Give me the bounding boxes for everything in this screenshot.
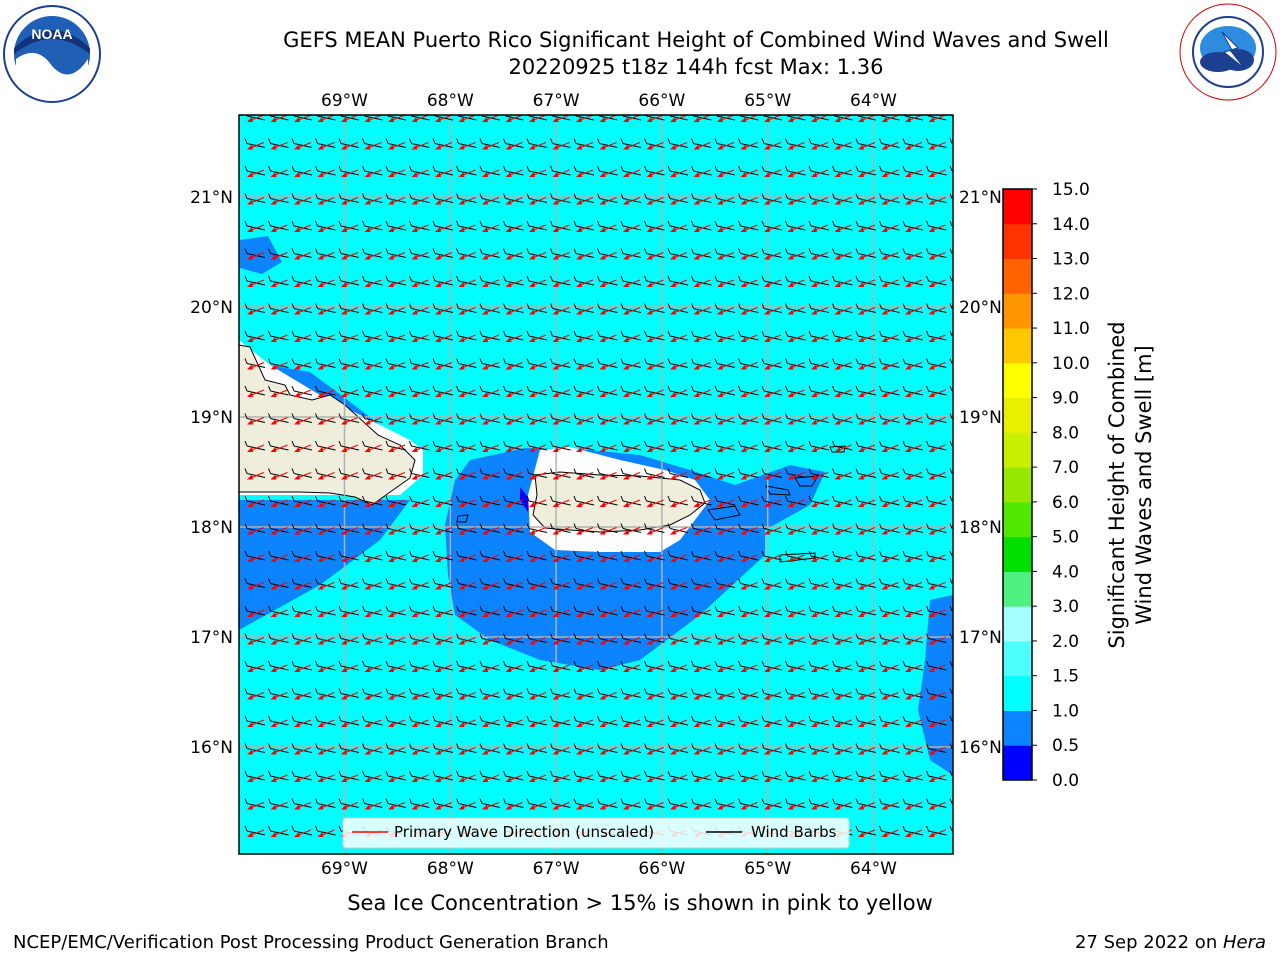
colorbar-segment (1003, 606, 1032, 642)
colorbar-segment (1003, 745, 1032, 781)
lat-label-right: 21°N (959, 188, 1002, 208)
colorbar-tick-label: 2.0 (1052, 632, 1079, 652)
colorbar-tick-label: 15.0 (1052, 180, 1090, 200)
colorbar-segment (1003, 710, 1032, 746)
noaa-logo-icon: NOAA (3, 5, 101, 103)
colorbar-tick-label: 0.5 (1052, 736, 1079, 756)
lat-label-left: 20°N (190, 298, 233, 318)
lon-label-top: 69°W (321, 91, 368, 111)
lat-label-left: 17°N (190, 628, 233, 648)
colorbar-tick-label: 7.0 (1052, 458, 1079, 478)
colorbar-segment (1003, 571, 1032, 607)
colorbar-tick-label: 6.0 (1052, 493, 1079, 513)
colorbar-segment (1003, 362, 1032, 399)
colorbar-tick-label: 12.0 (1052, 284, 1090, 304)
map-legend: Primary Wave Direction (unscaled) Wind B… (342, 817, 850, 849)
legend-primary-label: Primary Wave Direction (unscaled) (394, 823, 654, 841)
lat-label-right: 16°N (959, 738, 1002, 758)
map-frame (238, 114, 954, 855)
footer-credit: NCEP/EMC/Verification Post Processing Pr… (13, 932, 609, 953)
lat-label-right: 17°N (959, 628, 1002, 648)
colorbar-tick-label: 8.0 (1052, 423, 1079, 443)
wave-height-band-00-05 (520, 487, 530, 512)
colorbar-tick-label: 5.0 (1052, 528, 1079, 548)
chart-subtitle: 20220925 t18z 144h fcst Max: 1.36 (508, 55, 884, 79)
colorbar-tick-label: 9.0 (1052, 389, 1079, 409)
lat-label-left: 16°N (190, 738, 233, 758)
colorbar-tick-label: 11.0 (1052, 319, 1090, 339)
colorbar-segment (1003, 432, 1032, 468)
colorbar-segment (1003, 501, 1032, 538)
colorbar-tick-label: 13.0 (1052, 250, 1090, 270)
lon-label-top: 65°W (744, 91, 791, 111)
footer-date-text: 27 Sep 2022 on (1075, 932, 1223, 953)
lon-label-top: 67°W (533, 91, 580, 111)
lon-label-bottom: 65°W (744, 859, 791, 879)
lat-label-right: 19°N (959, 408, 1002, 428)
colorbar-tick-label: 0.0 (1052, 771, 1079, 791)
footer-date: 27 Sep 2022 on Hera (1075, 932, 1266, 953)
colorbar-segment (1003, 536, 1032, 572)
chart-title: GEFS MEAN Puerto Rico Significant Height… (283, 28, 1109, 52)
lon-label-top: 68°W (427, 91, 474, 111)
colorbar-segment (1003, 467, 1032, 503)
colorbar-segment (1003, 640, 1032, 677)
footer-host: Hera (1222, 932, 1266, 953)
colorbar-segment (1003, 189, 1032, 225)
colorbar-segment (1003, 223, 1032, 260)
lat-label-left: 19°N (190, 408, 233, 428)
lat-label-left: 18°N (190, 518, 233, 538)
colorbar-tick-label: 10.0 (1052, 354, 1090, 374)
lat-label-right: 20°N (959, 298, 1002, 318)
lat-label-right: 18°N (959, 518, 1002, 538)
lon-label-bottom: 69°W (321, 859, 368, 879)
colorbar-tick-label: 1.0 (1052, 701, 1079, 721)
noaa-logo-text: NOAA (31, 26, 72, 42)
lon-label-top: 64°W (850, 91, 897, 111)
colorbar-segment (1003, 675, 1032, 711)
sea-ice-note: Sea Ice Concentration > 15% is shown in … (347, 891, 933, 915)
lat-label-left: 21°N (190, 188, 233, 208)
wave-vectors (244, 115, 953, 837)
lon-label-bottom: 67°W (533, 859, 580, 879)
colorbar-tick-label: 1.5 (1052, 667, 1079, 687)
colorbar-label-line2: Wind Waves and Swell [m] (1132, 345, 1156, 625)
colorbar-segment (1003, 328, 1032, 364)
colorbar-segment (1003, 258, 1032, 294)
lon-label-top: 66°W (638, 91, 685, 111)
colorbar-segment (1003, 397, 1032, 433)
colorbar-tick-label: 14.0 (1052, 215, 1090, 235)
colorbar (1002, 188, 1033, 781)
legend-barbs-label: Wind Barbs (751, 823, 837, 841)
lon-label-bottom: 66°W (638, 859, 685, 879)
colorbar-label-line1: Significant Height of Combined (1105, 321, 1129, 648)
lon-label-bottom: 64°W (850, 859, 897, 879)
colorbar-tick-label: 3.0 (1052, 597, 1079, 617)
lon-label-bottom: 68°W (427, 859, 474, 879)
colorbar-label: Significant Height of Combined Wind Wave… (1105, 321, 1156, 648)
colorbar-tick-label: 4.0 (1052, 562, 1079, 582)
colorbar-segment (1003, 293, 1032, 329)
nws-logo-icon (1179, 3, 1277, 101)
